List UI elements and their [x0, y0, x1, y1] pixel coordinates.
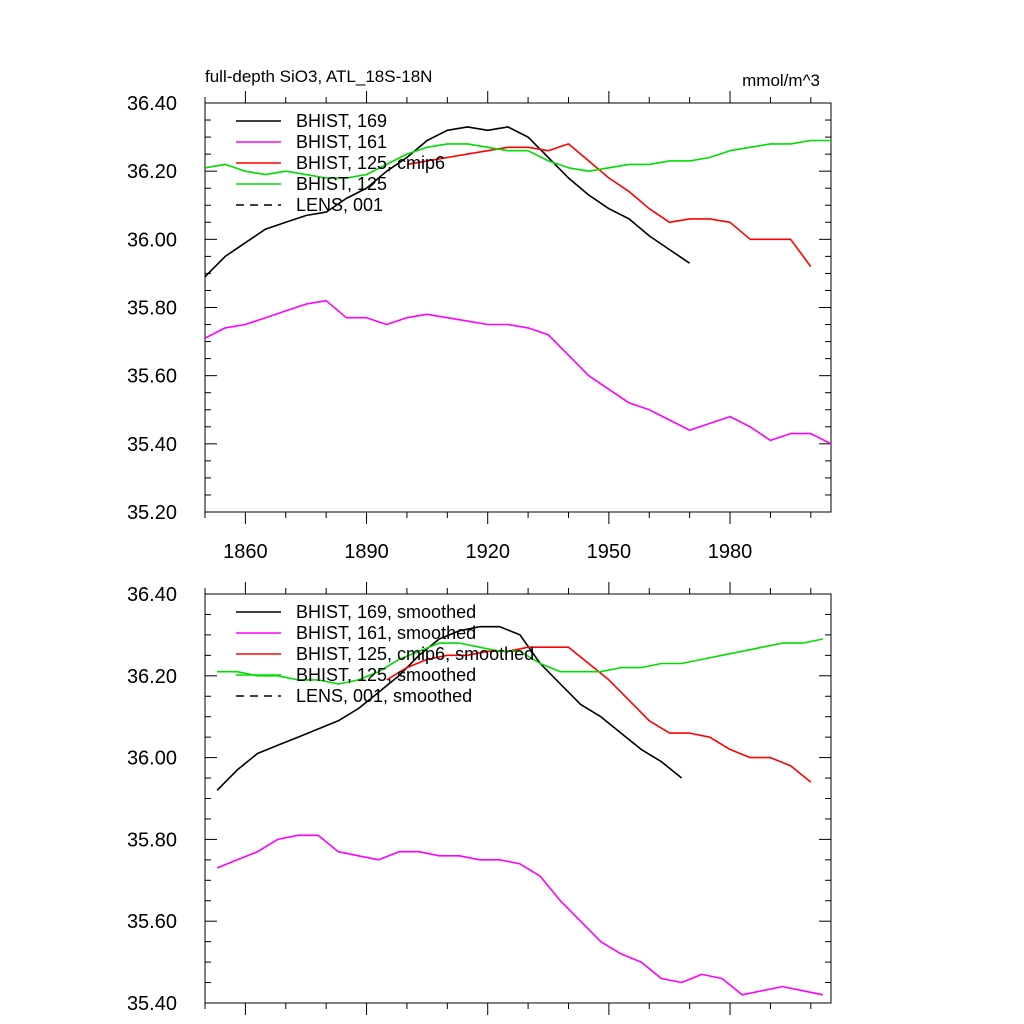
- chart-panel-1: full-depth SiO3, ATL_18S-18N mmol/m^3 35.2…: [127, 67, 832, 563]
- x-tick-label: 1950: [587, 541, 632, 563]
- chart-panel-2: 35.40 35.60 35.80 36.00 36.20 36.40 BHIST, 169…: [127, 582, 832, 1015]
- legend-label-2: BHIST, 161, smoothed: [296, 623, 476, 643]
- legend-label-3: BHIST, 125, cmip6, smoothed: [296, 644, 534, 664]
- y-tick-label: 35.80: [127, 829, 177, 851]
- y-tick-label: 35.60: [127, 911, 177, 933]
- series-line-4: [205, 139, 831, 179]
- legend-label-4: BHIST, 125, smoothed: [296, 665, 476, 685]
- series-line-1: [216, 625, 683, 791]
- y-tick-label: 36.20: [127, 161, 177, 183]
- x-tick-label: 1920: [465, 541, 510, 563]
- x-tick-label: 1890: [344, 541, 389, 563]
- y-tick-label: 35.40: [127, 993, 177, 1015]
- x-tick-label: 1980: [708, 541, 753, 563]
- y-tick-label: 36.00: [127, 229, 177, 251]
- series-group: [216, 625, 824, 996]
- chart-title: full-depth SiO3, ATL_18S-18N: [205, 67, 432, 86]
- series-line-2: [216, 834, 824, 996]
- legend-label-3: BHIST, 125, cmip6: [296, 153, 445, 173]
- legend-label-5: LENS, 001, smoothed: [296, 686, 472, 706]
- y-tick-label: 36.20: [127, 666, 177, 688]
- y-tick-label: 36.00: [127, 748, 177, 770]
- y-tick-label: 35.80: [127, 298, 177, 320]
- y-tick-label: 36.40: [127, 584, 177, 606]
- units-label: mmol/m^3: [742, 71, 820, 90]
- legend-label-1: BHIST, 169, smoothed: [296, 602, 476, 622]
- y-tick-label: 35.60: [127, 366, 177, 388]
- legend-label-5: LENS, 001: [296, 195, 383, 215]
- series-line-4: [217, 638, 824, 685]
- series-group: [205, 126, 831, 445]
- series-line-1: [205, 126, 691, 278]
- x-tick-label: 1860: [223, 541, 268, 563]
- series-line-2: [205, 299, 831, 445]
- y-tick-label: 35.40: [127, 434, 177, 456]
- series-line-3: [406, 143, 812, 268]
- y-tick-label: 36.40: [127, 93, 177, 115]
- legend-label-4: BHIST, 125: [296, 174, 387, 194]
- y-tick-label: 35.20: [127, 502, 177, 524]
- legend-label-2: BHIST, 161: [296, 132, 387, 152]
- legend-label-1: BHIST, 169: [296, 111, 387, 131]
